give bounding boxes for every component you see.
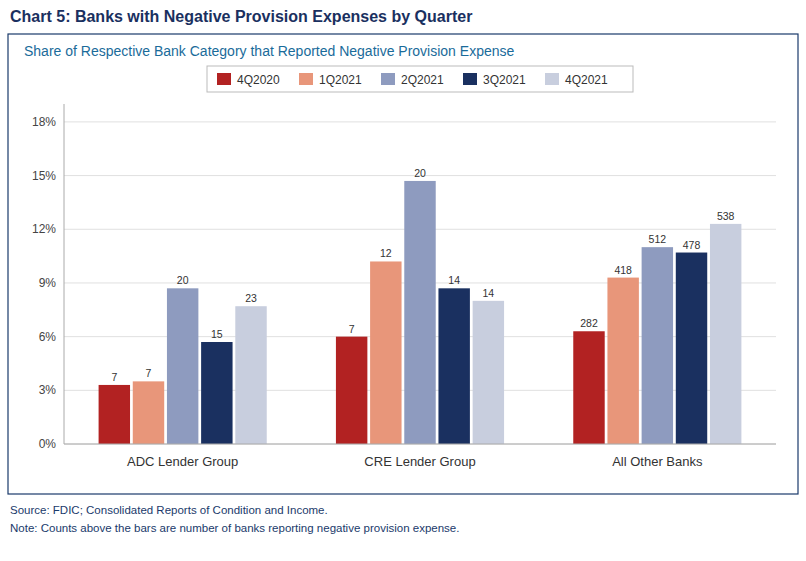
count-label: 7 (349, 323, 355, 335)
count-label: 538 (717, 210, 735, 222)
bar (167, 288, 198, 444)
chart-container: Chart 5: Banks with Negative Provision E… (0, 0, 806, 561)
title: Chart 5: Banks with Negative Provision E… (10, 8, 472, 25)
legend-swatch (381, 73, 395, 85)
y-tick-label: 6% (39, 330, 57, 344)
bars (99, 181, 742, 444)
chart: Chart 5: Banks with Negative Provision E… (0, 0, 806, 561)
legend-swatch (545, 73, 559, 85)
count-label: 20 (414, 167, 426, 179)
frame (8, 34, 798, 494)
bar (235, 306, 266, 444)
footer-note: Source: FDIC; Consolidated Reports of Co… (10, 504, 328, 516)
count-labels: 7 7 282 7 12 418 20 20 512 15 14 478 23 14 538 (111, 167, 734, 383)
y-tick-label: 15% (32, 169, 56, 183)
bar (99, 385, 130, 444)
count-label: 15 (211, 328, 223, 340)
count-label: 282 (580, 317, 598, 329)
count-label: 14 (448, 274, 460, 286)
footer-note: Note: Counts above the bars are number o… (10, 522, 459, 534)
count-label: 418 (614, 264, 632, 276)
grid (64, 122, 776, 444)
legend-swatch (299, 73, 313, 85)
bar (370, 261, 401, 444)
count-label: 512 (649, 233, 667, 245)
bar (133, 381, 164, 444)
bar (676, 253, 707, 444)
y-tick-label: 12% (32, 222, 56, 236)
legend-label: 4Q2020 (237, 73, 280, 87)
bar (573, 331, 604, 444)
bar (404, 181, 435, 444)
legend-label: 4Q2021 (565, 73, 608, 87)
bar (607, 278, 638, 444)
grid-line (64, 121, 776, 122)
count-label: 12 (380, 247, 392, 259)
y-tick-label: 3% (39, 383, 57, 397)
subtitle: Share of Respective Bank Category that R… (24, 43, 514, 59)
bar (710, 224, 741, 444)
y-tick-label: 0% (39, 437, 57, 451)
y-tick-label: 18% (32, 115, 56, 129)
count-label: 20 (177, 274, 189, 286)
bar (642, 247, 673, 444)
y-axis-line (64, 104, 65, 444)
bar (201, 342, 232, 444)
grid-line (64, 444, 776, 445)
legend-label: 2Q2021 (401, 73, 444, 87)
legend-label: 3Q2021 (483, 73, 526, 87)
legend-swatch (217, 73, 231, 85)
bar (336, 337, 367, 444)
count-label: 478 (683, 239, 701, 251)
legend: 4Q2020 1Q2021 2Q2021 3Q2021 4Q2021 (207, 66, 633, 92)
x-tick-label: CRE Lender Group (364, 454, 475, 469)
legend-box (207, 66, 633, 92)
count-label: 7 (146, 367, 152, 379)
legend-swatch (463, 73, 477, 85)
x-axis-line (64, 444, 776, 445)
x-tick-label: ADC Lender Group (127, 454, 238, 469)
count-label: 14 (483, 287, 495, 299)
legend-label: 1Q2021 (319, 73, 362, 87)
count-label: 23 (245, 292, 257, 304)
bar (473, 301, 504, 444)
bar (438, 288, 469, 444)
count-label: 7 (111, 371, 117, 383)
y-tick-label: 9% (39, 276, 57, 290)
x-tick-label: All Other Banks (612, 454, 703, 469)
